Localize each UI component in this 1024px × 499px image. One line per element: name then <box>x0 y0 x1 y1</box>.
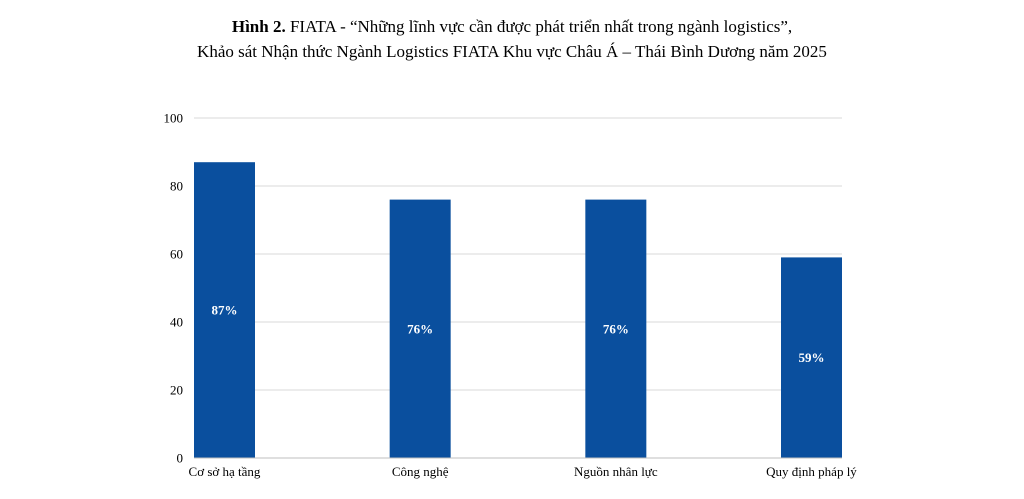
bar <box>194 162 255 458</box>
x-axis-categories: Cơ sở hạ tầng Công nghệ Nguồn nhân lực Quy … <box>189 464 858 479</box>
x-category-label: Quy định pháp lý <box>766 464 857 479</box>
x-category-label: Cơ sở hạ tầng <box>189 464 261 479</box>
y-tick-label: 20 <box>170 383 183 398</box>
bar <box>389 199 451 458</box>
y-tick-label: 40 <box>170 315 183 330</box>
bar-value-label: 59% <box>799 350 825 365</box>
x-category-label: Công nghệ <box>392 464 449 479</box>
x-category-label: Nguồn nhân lực <box>574 464 658 479</box>
bar <box>781 257 842 458</box>
gridlines <box>194 117 842 391</box>
bar-value-label: 76% <box>603 321 629 336</box>
chart-title-line-1: Hình 2. FIATA - “Những lĩnh vực cần được… <box>0 14 1024 39</box>
y-tick-label: 80 <box>170 179 183 194</box>
y-tick-label: 0 <box>177 451 184 466</box>
bar-value-label: 76% <box>407 321 433 336</box>
chart-title-line-2: Khảo sát Nhận thức Ngành Logistics FIATA… <box>197 42 827 61</box>
chart-title-text-1: FIATA - “Những lĩnh vực cần được phát tr… <box>289 17 793 36</box>
chart-title-prefix: Hình 2. <box>231 17 286 36</box>
data-labels: 87% 76% 76% 59% <box>212 303 825 366</box>
bar <box>585 199 647 458</box>
y-tick-label: 60 <box>170 247 183 262</box>
bar-value-label: 87% <box>212 303 238 318</box>
chart-title: Hình 2. FIATA - “Những lĩnh vực cần được… <box>0 14 1024 64</box>
y-tick-label: 100 <box>164 111 184 126</box>
y-axis-ticks: 0 20 40 60 80 100 <box>164 111 184 466</box>
bars <box>194 162 842 458</box>
